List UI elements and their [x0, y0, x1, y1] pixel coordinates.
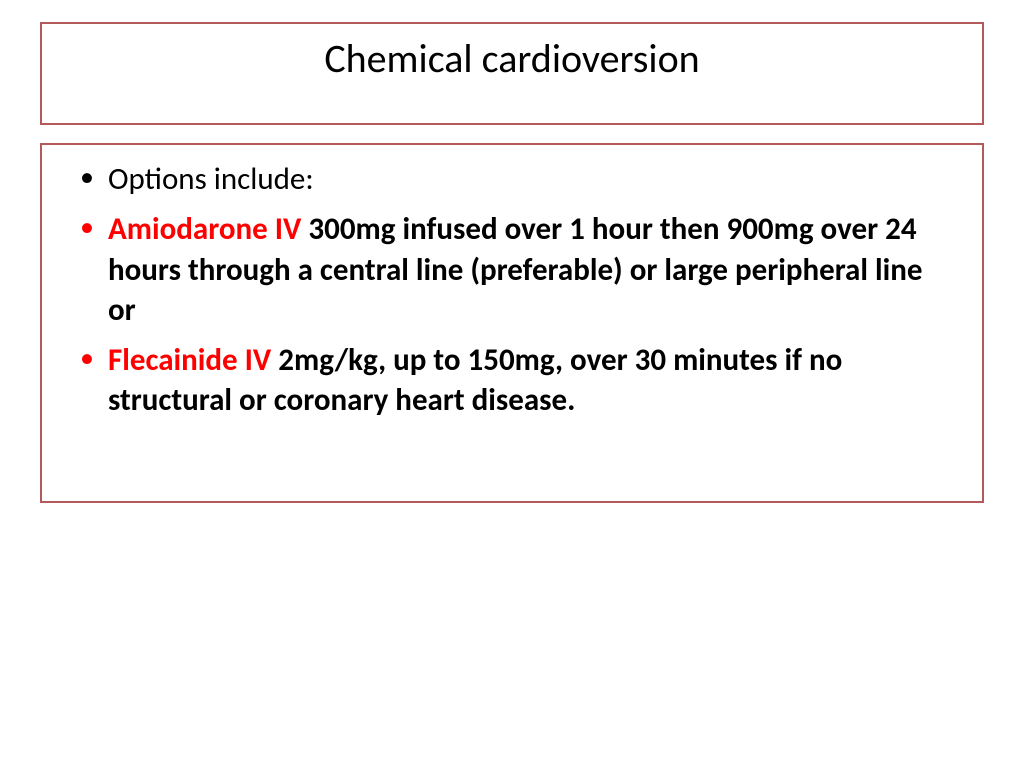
bullet-text: Options include:: [108, 160, 314, 198]
bullet-highlight: Amiodarone IV: [108, 210, 308, 248]
slide-title: Chemical cardioversion: [62, 34, 962, 83]
bullet-list: Options include: Amiodarone IV 300mg inf…: [72, 159, 952, 421]
bullet-item-0: Options include:: [72, 159, 952, 199]
bullet-item-1: Amiodarone IV 300mg infused over 1 hour …: [72, 209, 952, 330]
content-container: Options include: Amiodarone IV 300mg inf…: [40, 143, 984, 503]
bullet-item-2: Flecainide IV 2mg/kg, up to 150mg, over …: [72, 340, 952, 421]
title-container: Chemical cardioversion: [40, 22, 984, 125]
bullet-highlight: Flecainide IV: [108, 341, 278, 379]
